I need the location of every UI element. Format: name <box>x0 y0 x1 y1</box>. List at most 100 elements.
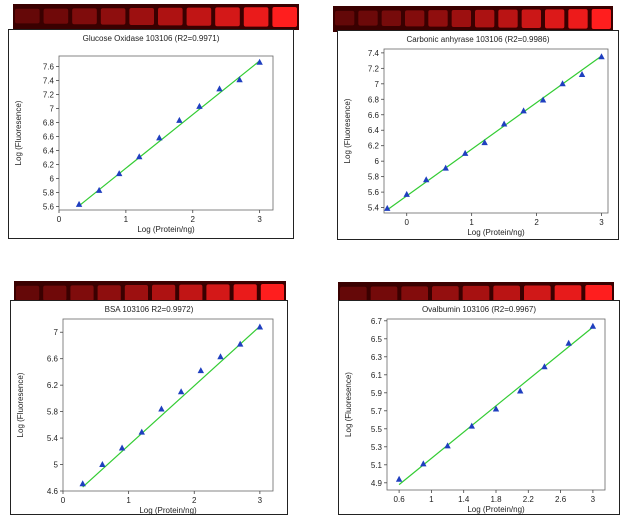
gel-band <box>428 10 448 27</box>
y-tick-label: 5.5 <box>371 425 383 434</box>
plot-area <box>386 318 606 491</box>
y-tick-label: 5.8 <box>47 408 59 417</box>
y-tick-label: 6.6 <box>47 355 59 364</box>
x-tick-label: 3 <box>591 495 596 504</box>
y-tick-label: 6.3 <box>371 353 383 362</box>
data-point <box>177 388 185 395</box>
chart-title: Carbonic anhyrase 103106 (R2=0.9986) <box>407 35 550 44</box>
x-tick-label: 0.6 <box>394 495 406 504</box>
y-tick-label: 5.6 <box>368 188 380 197</box>
chart-bsa: BSA 103106 R2=0.9972) 4.6 5 5.4 5.8 6.2 6.6 7 0 1… <box>16 305 274 515</box>
x-tick-label: 3 <box>257 215 262 224</box>
data-point <box>598 53 605 60</box>
data-point <box>420 460 427 467</box>
chart-panel-ovalbumin: Ovalbumin 103106 (R2=0.9967) 4.9 5.1 5.3 5.5… <box>330 276 630 519</box>
y-tick-label: 7.2 <box>43 91 55 100</box>
gel-band <box>129 8 154 25</box>
y-tick-label: 6.6 <box>43 133 55 142</box>
data-point <box>196 102 203 109</box>
x-tick-label: 1 <box>469 218 474 227</box>
chart-title: Ovalbumin 103106 (R2=0.9967) <box>422 305 536 314</box>
y-tick-label: 6.8 <box>43 119 55 128</box>
gel-band <box>206 284 230 304</box>
x-tick-label: 0 <box>61 496 66 505</box>
data-point <box>95 186 103 193</box>
gel-band <box>358 10 378 26</box>
y-tick-label: 6.4 <box>43 147 55 156</box>
y-tick-label: 6.5 <box>371 335 383 344</box>
data-point <box>423 176 430 183</box>
gel-band <box>475 9 495 28</box>
gel-band <box>215 7 240 27</box>
data-point <box>559 80 566 87</box>
gel-band <box>124 285 148 302</box>
data-point <box>517 387 524 394</box>
data-point <box>395 475 403 482</box>
y-tick-label: 6.8 <box>368 95 380 104</box>
x-tick-label: 1 <box>126 496 131 505</box>
y-tick-label: 6.2 <box>47 381 59 390</box>
x-tick-label: 2.2 <box>523 495 535 504</box>
data-point <box>444 442 451 449</box>
gel-band <box>260 284 284 304</box>
x-axis-label: Log (Protein/ng) <box>139 506 197 514</box>
x-tick-label: 2.6 <box>555 495 567 504</box>
data-point <box>256 58 263 65</box>
gel-band <box>272 7 297 27</box>
data-point <box>216 85 223 92</box>
gel-band <box>186 7 212 26</box>
gel-band <box>72 8 97 25</box>
data-point <box>541 363 548 370</box>
data-point <box>138 428 145 435</box>
y-tick-label: 7 <box>375 80 380 89</box>
y-axis-label: Log (Fluoresence) <box>14 100 23 165</box>
y-tick-label: 6 <box>50 175 55 184</box>
data-point <box>384 204 391 211</box>
gel-band <box>432 286 459 303</box>
data-point <box>75 200 83 207</box>
x-tick-label: 2 <box>191 215 196 224</box>
x-axis-label: Log (Protein/ng) <box>137 225 195 234</box>
gel-band <box>233 284 257 304</box>
gel-band <box>462 285 490 304</box>
y-tick-label: 5.4 <box>47 434 59 443</box>
y-tick-label: 6.6 <box>368 111 380 120</box>
y-axis-label: Log (Fluoresence) <box>343 98 352 163</box>
gel-band <box>43 8 69 24</box>
gel-background <box>333 6 613 32</box>
y-tick-label: 7.2 <box>368 64 380 73</box>
chart-ovalbumin: Ovalbumin 103106 (R2=0.9967) 4.9 5.1 5.3 5.5… <box>344 305 606 514</box>
x-axis-label: Log (Protein/ng) <box>467 505 525 514</box>
x-tick-label: 3 <box>599 218 604 227</box>
regression-line <box>82 325 261 488</box>
data-point <box>539 96 547 103</box>
y-tick-label: 5.4 <box>368 204 380 213</box>
x-tick-label: 2 <box>534 218 539 227</box>
gel-band <box>243 7 269 27</box>
x-tick-label: 0 <box>57 215 62 224</box>
y-tick-label: 6.2 <box>43 161 55 170</box>
y-axis-label: Log (Fluoresence) <box>344 372 353 437</box>
gel-band <box>568 9 588 29</box>
gel-band <box>15 8 40 24</box>
data-point <box>158 405 165 412</box>
y-tick-label: 7.4 <box>368 49 380 58</box>
x-tick-label: 2 <box>192 496 197 505</box>
x-tick-label: 0 <box>404 218 409 227</box>
regression-line <box>386 55 602 211</box>
y-tick-label: 5.8 <box>43 189 55 198</box>
gel-band <box>335 10 355 26</box>
chart-panel-carbonic-anhydrase: Carbonic anhyrase 103106 (R2=0.9986) 5.4 5… <box>330 0 630 245</box>
data-point <box>197 367 205 374</box>
y-tick-label: 4.9 <box>371 479 383 488</box>
chart-glucose-oxidase: Glucose Oxidase 103106 (R2=0.9971) 5.6 5.8… <box>14 34 274 234</box>
gel-band <box>100 8 126 25</box>
y-tick-label: 6.7 <box>371 317 383 326</box>
y-tick-label: 5.3 <box>371 443 383 452</box>
gel-band <box>152 284 176 303</box>
data-point <box>492 405 500 412</box>
y-tick-label: 7.4 <box>43 77 55 86</box>
gel-band <box>381 10 401 26</box>
gel-strip-carbonic-anhydrase <box>333 6 613 32</box>
gel-band <box>498 9 518 28</box>
